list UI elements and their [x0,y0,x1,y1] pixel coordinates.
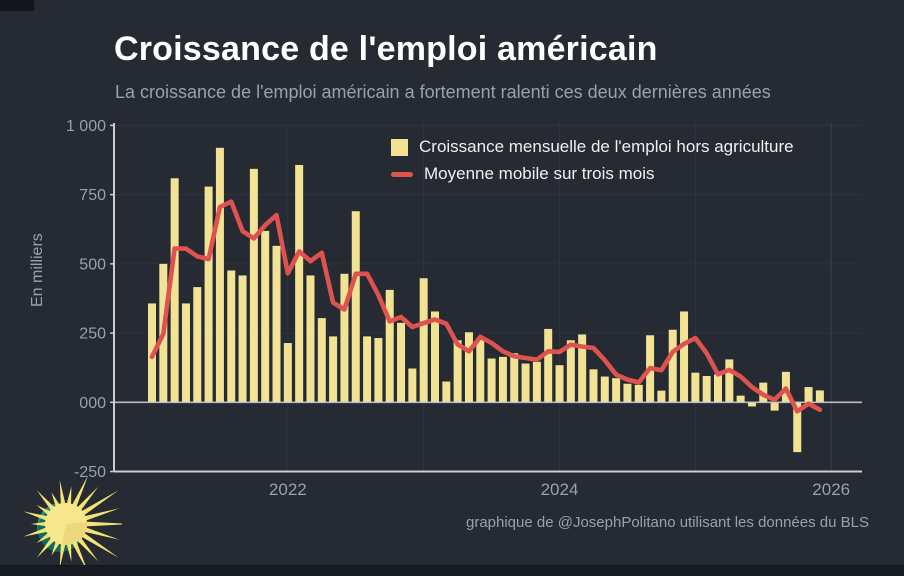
payroll-bar [770,402,779,411]
sun-rays [23,475,122,573]
payroll-bar [329,336,338,403]
payroll-bar [204,186,213,403]
y-tick-label: -250 [74,464,106,481]
payroll-bar [181,303,190,403]
payroll-bar [193,287,202,403]
payroll-bar [634,384,643,403]
payroll-bar [566,340,575,403]
payroll-bar [249,168,258,403]
payroll-bar [714,374,722,403]
payroll-bar [340,273,349,403]
payroll-bar [295,164,304,403]
y-tick-label: 750 [79,187,106,204]
payroll-bar [363,336,372,403]
legend-line-label: Moyenne mobile sur trois mois [424,164,655,183]
payroll-bar [747,402,756,407]
payroll-bar [442,381,451,403]
payroll-bar [272,245,281,403]
legend-bar-label: Croissance mensuelle de l'emploi hors ag… [419,137,794,156]
payroll-bar [317,318,326,403]
payroll-bar [680,311,689,403]
legend-row-line: Moyenne mobile sur trois mois [391,164,794,184]
line-swatch-icon [391,171,413,177]
payroll-bar [408,368,417,403]
payroll-bar [498,356,507,403]
legend-row-bars: Croissance mensuelle de l'emploi hors ag… [391,137,794,157]
payroll-bar [612,378,621,403]
payroll-bar [578,334,587,403]
payroll-bar [397,322,406,403]
payroll-bar [589,369,598,403]
payroll-bar [521,363,530,403]
y-tick-label: 1 000 [66,118,106,135]
payroll-bar [374,338,383,403]
payroll-bar [306,275,315,403]
payroll-bar [215,147,224,403]
payroll-bar [532,361,541,403]
payroll-bar [815,390,824,403]
x-tick-label: 2026 [812,480,850,499]
frame-corner-artifact [0,0,34,11]
payroll-bar [510,353,519,403]
payroll-bar [804,387,813,403]
payroll-bar [351,211,360,403]
payroll-bar [487,358,496,403]
bar-swatch-icon [391,138,408,156]
bottom-border-band [0,565,904,576]
payroll-bar [623,383,632,403]
payroll-bar [736,395,745,403]
sun-logo [23,475,122,573]
payroll-bar [419,278,428,403]
payroll-bar [600,376,609,403]
payroll-bar [283,343,292,403]
y-tick-label: 000 [79,395,106,412]
payroll-bar [702,375,711,403]
payroll-bar [464,332,473,403]
payroll-bar [668,329,677,403]
payroll-bar [691,372,700,403]
payroll-bar [238,275,247,403]
payroll-bar [793,402,802,453]
payroll-bar [453,340,462,403]
payroll-bar [657,390,666,403]
x-tick-label: 2024 [541,480,579,499]
payroll-bar [431,311,439,403]
y-tick-label: 500 [79,256,106,273]
chart-legend: Croissance mensuelle de l'emploi hors ag… [391,137,794,184]
payroll-bar [476,338,485,403]
page-subtitle: La croissance de l'emploi américain a fo… [115,82,771,102]
y-axis-title: En milliers [29,233,46,307]
payroll-bar [227,270,236,403]
credit-text: graphique de @JosephPolitano utilisant l… [465,514,869,531]
page-title: Croissance de l'emploi américain [114,30,658,68]
payroll-bar [544,328,553,403]
payroll-bar [725,359,734,403]
sun-body-shade [62,522,88,546]
payroll-bar [170,178,179,403]
payroll-bar [385,289,394,403]
moving-average-line [149,199,823,414]
payroll-bar [555,365,564,403]
payroll-bar [261,230,270,403]
x-tick-label: 2022 [269,480,307,499]
y-tick-label: 250 [79,326,106,343]
